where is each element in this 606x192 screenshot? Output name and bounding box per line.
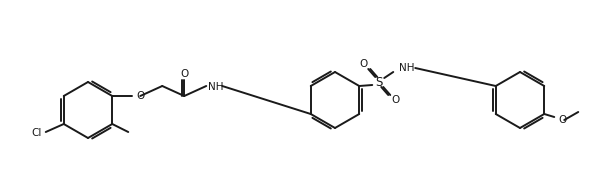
- Text: O: O: [558, 115, 567, 125]
- Text: S: S: [376, 75, 383, 89]
- Text: Cl: Cl: [32, 128, 42, 138]
- Text: O: O: [136, 91, 144, 101]
- Text: NH: NH: [399, 63, 415, 73]
- Text: O: O: [391, 95, 399, 105]
- Text: O: O: [180, 69, 188, 79]
- Text: O: O: [359, 59, 367, 69]
- Text: NH: NH: [208, 82, 224, 92]
